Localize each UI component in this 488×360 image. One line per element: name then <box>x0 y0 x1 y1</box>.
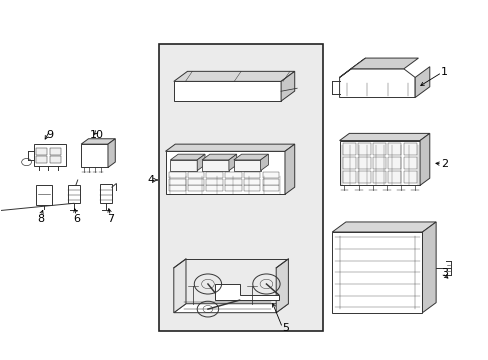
Polygon shape <box>170 154 204 160</box>
Bar <box>262 185 278 191</box>
Bar <box>159 44 322 330</box>
Text: 9: 9 <box>46 130 53 140</box>
Text: 6: 6 <box>73 215 80 224</box>
Bar <box>387 143 401 155</box>
Bar <box>34 144 65 166</box>
Bar <box>372 171 386 183</box>
Polygon shape <box>173 71 294 81</box>
Text: 5: 5 <box>282 323 289 333</box>
Bar <box>169 172 185 178</box>
Bar <box>262 172 278 178</box>
Polygon shape <box>331 232 422 313</box>
Bar <box>244 185 260 191</box>
Text: 1: 1 <box>440 67 447 77</box>
Bar <box>187 172 204 178</box>
Polygon shape <box>276 259 288 313</box>
Polygon shape <box>173 81 281 101</box>
Bar <box>372 157 386 169</box>
Bar <box>36 185 52 205</box>
Text: 2: 2 <box>440 159 447 169</box>
Polygon shape <box>202 154 236 160</box>
Polygon shape <box>165 151 285 194</box>
Bar <box>244 172 260 178</box>
Bar <box>387 171 401 183</box>
Bar <box>50 156 61 163</box>
Text: 10: 10 <box>90 130 104 140</box>
Polygon shape <box>260 154 268 171</box>
Polygon shape <box>233 160 260 171</box>
Polygon shape <box>414 67 429 98</box>
Polygon shape <box>339 58 365 77</box>
Polygon shape <box>339 140 419 185</box>
Bar <box>358 157 370 169</box>
Bar <box>224 172 241 178</box>
Polygon shape <box>233 154 268 160</box>
Text: 3: 3 <box>440 268 447 278</box>
Polygon shape <box>215 284 278 300</box>
Bar <box>36 156 47 163</box>
Bar <box>50 148 61 155</box>
Bar <box>36 148 47 155</box>
Polygon shape <box>108 139 115 167</box>
Polygon shape <box>285 144 294 194</box>
Polygon shape <box>228 154 236 171</box>
Polygon shape <box>281 71 294 101</box>
Bar <box>187 179 204 185</box>
Polygon shape <box>339 134 429 140</box>
Text: 4: 4 <box>147 175 154 185</box>
Bar <box>387 157 401 169</box>
Bar <box>343 157 355 169</box>
Bar <box>169 179 185 185</box>
Bar <box>358 143 370 155</box>
Bar <box>187 185 204 191</box>
Bar <box>206 172 223 178</box>
Bar <box>169 185 185 191</box>
Text: 8: 8 <box>37 215 44 224</box>
Bar <box>372 143 386 155</box>
Polygon shape <box>81 139 115 144</box>
Bar <box>224 185 241 191</box>
Polygon shape <box>81 144 108 167</box>
Bar <box>358 171 370 183</box>
Polygon shape <box>173 259 185 313</box>
Bar <box>244 179 260 185</box>
Polygon shape <box>173 304 288 313</box>
Bar <box>100 184 112 203</box>
Bar <box>403 143 416 155</box>
Polygon shape <box>350 58 418 69</box>
Bar <box>262 179 278 185</box>
Polygon shape <box>422 222 435 313</box>
Polygon shape <box>331 222 435 232</box>
Bar <box>224 179 241 185</box>
Bar <box>68 185 80 203</box>
Bar <box>206 179 223 185</box>
Bar <box>343 143 355 155</box>
Polygon shape <box>197 154 204 171</box>
Polygon shape <box>202 160 228 171</box>
Polygon shape <box>165 144 294 151</box>
Bar <box>206 185 223 191</box>
Polygon shape <box>170 160 197 171</box>
Polygon shape <box>339 69 414 98</box>
Polygon shape <box>419 134 429 185</box>
Bar <box>343 171 355 183</box>
Text: 7: 7 <box>106 215 114 224</box>
Bar <box>403 171 416 183</box>
Bar <box>403 157 416 169</box>
